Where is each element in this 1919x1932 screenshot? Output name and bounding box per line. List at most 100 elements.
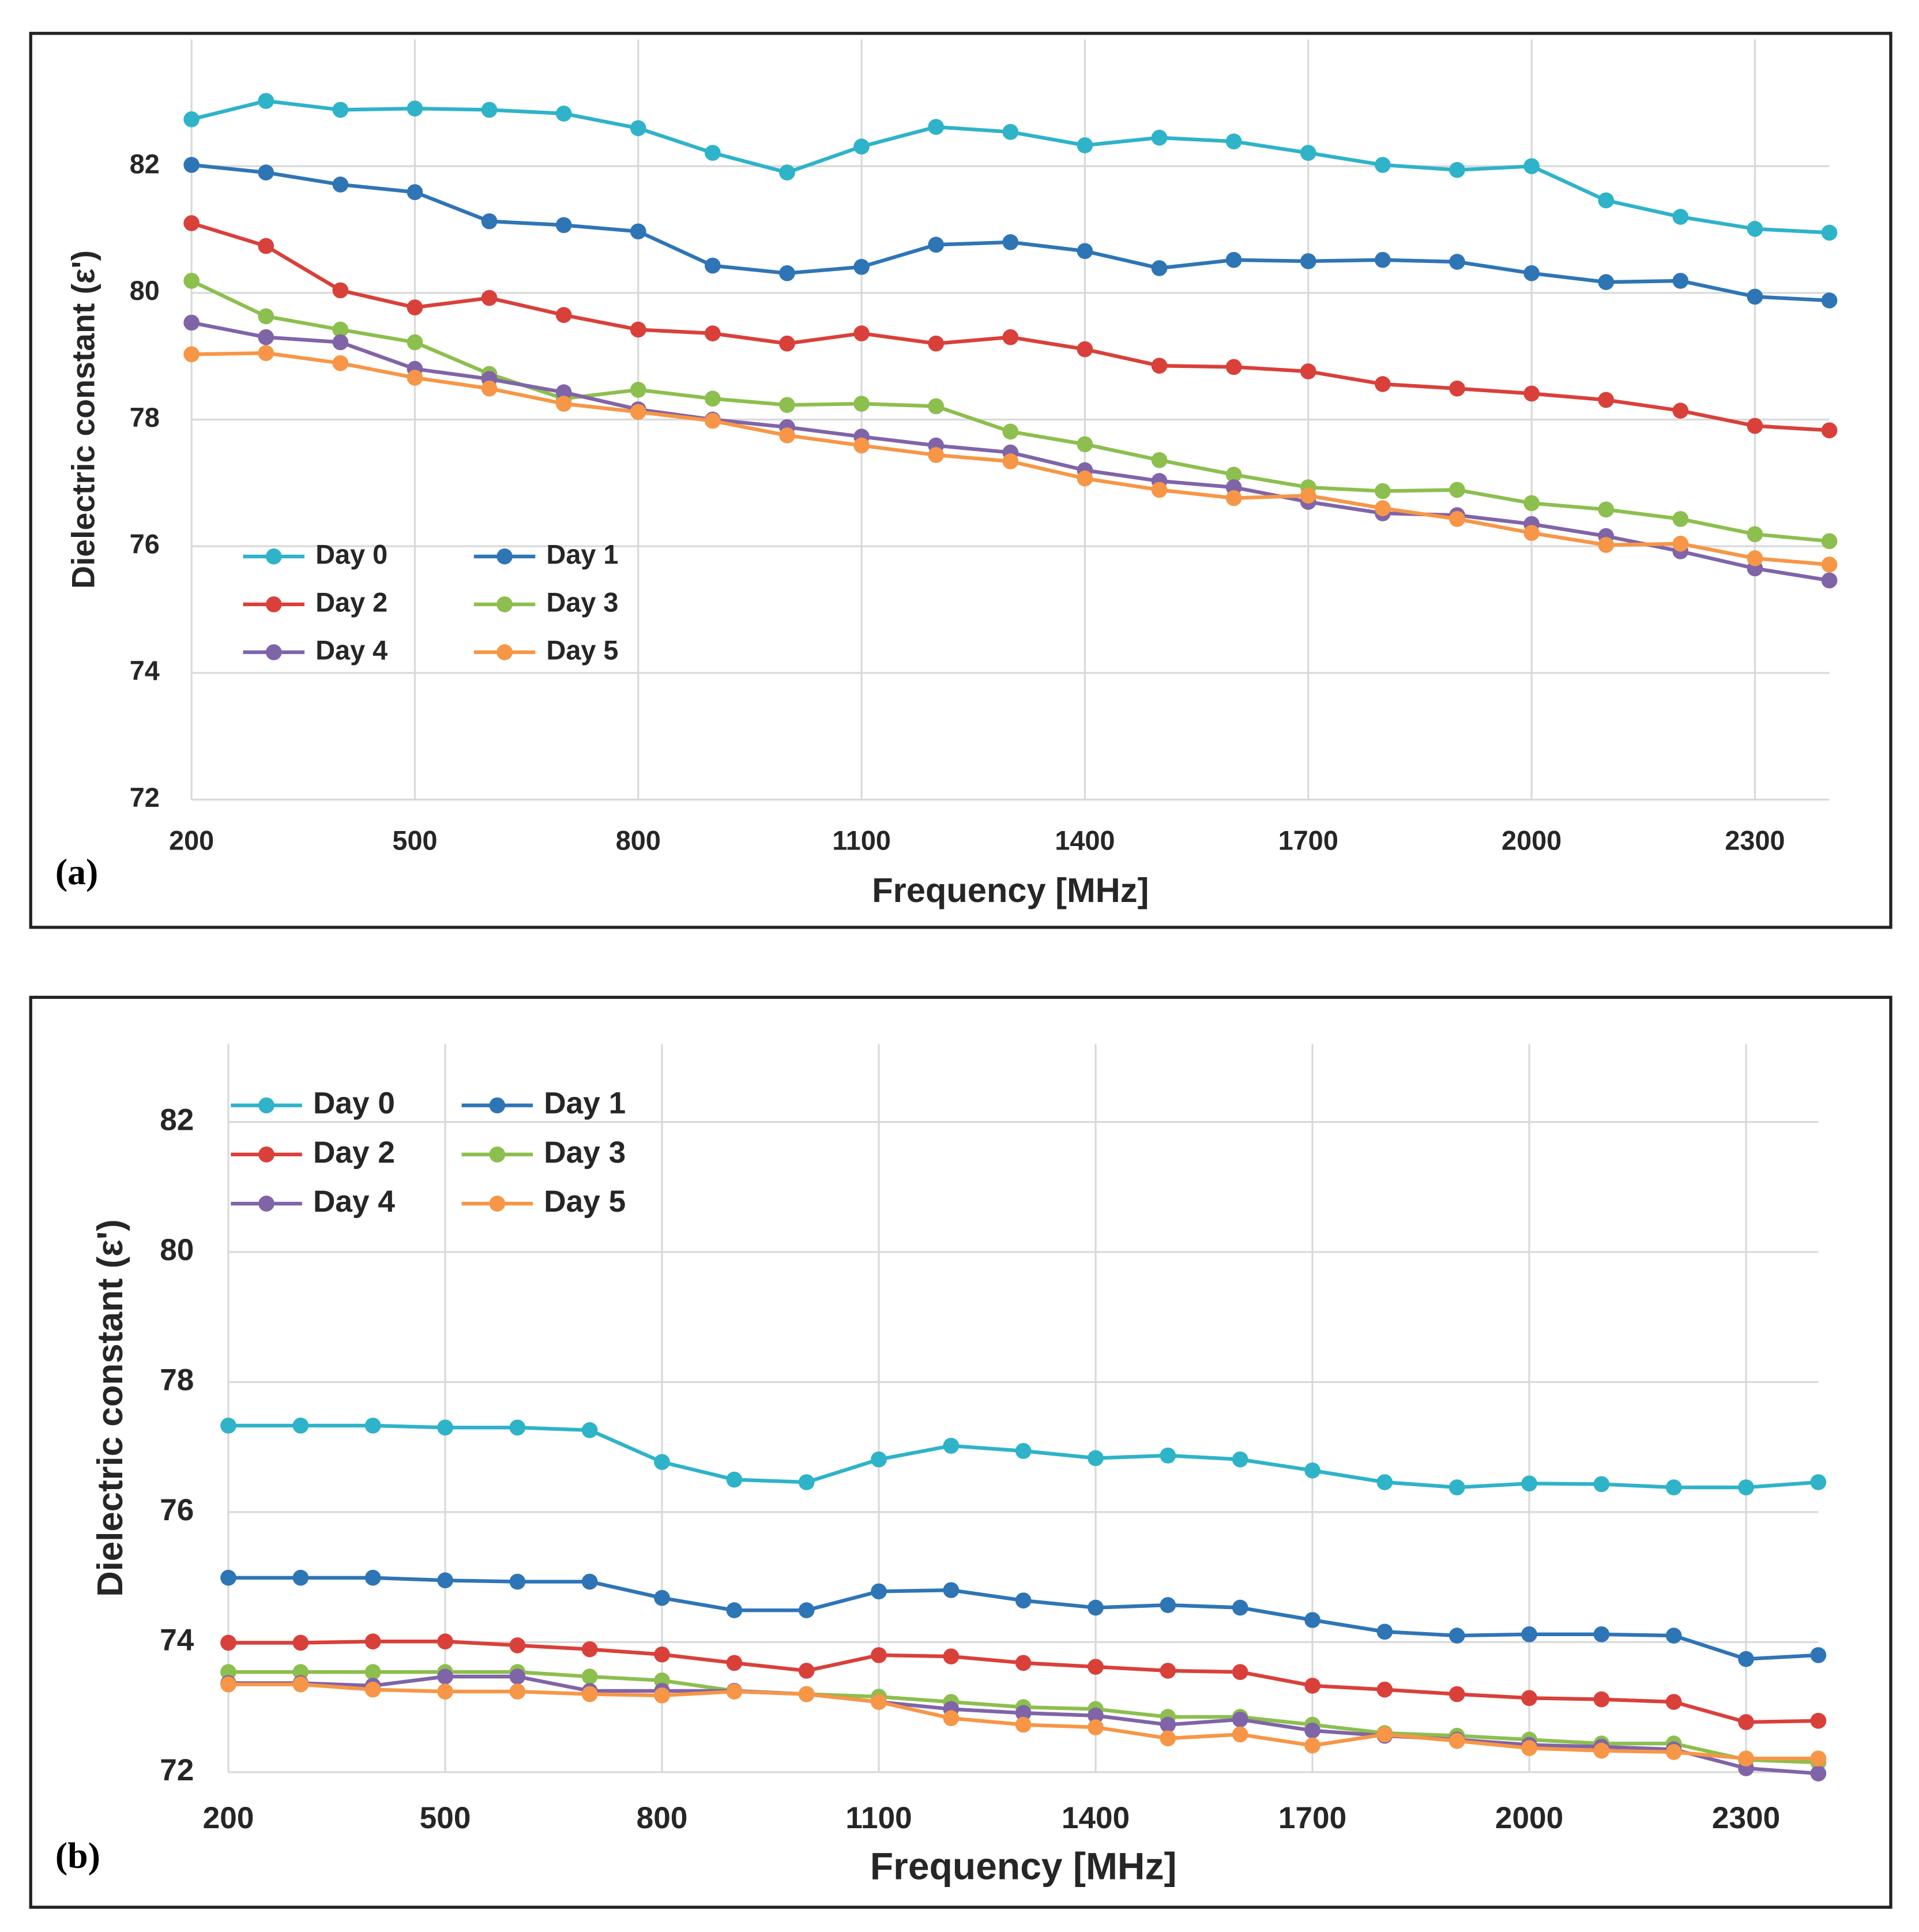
data-point: [437, 1572, 453, 1589]
data-point: [364, 1633, 381, 1650]
y-tick-label: 76: [130, 529, 160, 559]
data-point: [779, 335, 795, 352]
data-point: [1232, 1711, 1248, 1728]
data-point: [1225, 359, 1242, 375]
data-point: [705, 257, 721, 274]
data-point: [332, 282, 349, 299]
data-point: [1738, 1714, 1754, 1730]
data-point: [1665, 1627, 1682, 1644]
data-point: [1015, 1443, 1032, 1459]
legend-label: Day 0: [315, 539, 387, 569]
legend-label: Day 3: [547, 587, 619, 617]
data-point: [258, 308, 274, 325]
data-point: [853, 396, 870, 412]
legend-label: Day 3: [544, 1136, 626, 1170]
data-point: [1375, 500, 1391, 517]
x-axis-title: Frequency [MHz]: [870, 1844, 1177, 1887]
data-point: [1747, 550, 1763, 566]
x-tick-label: 500: [392, 825, 437, 855]
legend-label: Day 2: [315, 587, 387, 617]
panel-border: [29, 32, 1892, 929]
x-tick-label: 800: [637, 1801, 688, 1835]
y-tick-label: 74: [160, 1623, 194, 1657]
data-point: [779, 265, 795, 281]
panel-label: (a): [55, 851, 98, 892]
data-point: [407, 370, 423, 386]
data-point: [1672, 535, 1689, 552]
data-point: [1521, 1690, 1537, 1707]
data-point: [1304, 1678, 1320, 1694]
data-point: [1232, 1599, 1248, 1616]
data-point: [258, 164, 274, 181]
data-point: [581, 1686, 598, 1702]
data-point: [871, 1647, 887, 1663]
data-point: [509, 1637, 526, 1653]
data-point: [183, 111, 200, 127]
data-point: [1810, 1765, 1827, 1781]
data-point: [555, 106, 572, 122]
data-point: [1598, 192, 1615, 209]
data-point: [1232, 1451, 1248, 1468]
data-point: [1002, 124, 1019, 140]
data-point: [705, 412, 721, 429]
data-point: [871, 1451, 887, 1468]
data-point: [779, 164, 795, 181]
data-point: [1810, 1712, 1827, 1729]
data-point: [630, 404, 646, 420]
data-point: [1151, 482, 1168, 498]
data-point: [1304, 1737, 1320, 1754]
data-point: [654, 1646, 670, 1663]
data-point: [853, 325, 870, 341]
data-point: [437, 1668, 453, 1685]
data-point: [332, 102, 349, 118]
data-point: [1160, 1663, 1176, 1679]
x-axis-title: Frequency [MHz]: [872, 871, 1149, 909]
data-point: [509, 1573, 526, 1590]
x-tick-label: 200: [169, 825, 214, 855]
data-point: [581, 1641, 598, 1657]
series-line: [190, 279, 1830, 543]
data-point: [292, 1664, 309, 1681]
data-point: [1077, 341, 1093, 358]
data-point: [1088, 1659, 1104, 1675]
x-tick-label: 1700: [1278, 825, 1338, 855]
data-point: [1523, 525, 1540, 541]
data-point: [654, 1589, 670, 1606]
data-point: [1088, 1707, 1104, 1724]
data-point: [943, 1648, 960, 1665]
data-point: [183, 215, 200, 231]
data-point: [943, 1438, 960, 1454]
data-point: [1672, 209, 1689, 225]
data-point: [407, 299, 423, 315]
data-point: [481, 213, 498, 230]
data-point: [258, 93, 274, 109]
data-point: [1523, 495, 1540, 512]
data-point: [1376, 1681, 1393, 1698]
data-point: [481, 290, 498, 306]
panel-label: (b): [55, 1835, 100, 1876]
legend-marker: [496, 596, 513, 612]
data-point: [943, 1582, 960, 1599]
data-point: [705, 325, 721, 341]
data-point: [928, 119, 945, 135]
data-point: [1375, 483, 1391, 499]
data-point: [1002, 453, 1019, 469]
data-point: [1598, 392, 1615, 408]
data-point: [1593, 1742, 1610, 1759]
data-point: [1376, 1623, 1393, 1640]
data-point: [1300, 253, 1316, 269]
data-point: [1160, 1730, 1176, 1747]
data-point: [1088, 1450, 1104, 1467]
data-point: [1088, 1599, 1104, 1616]
data-point: [1077, 137, 1093, 153]
data-point: [1738, 1651, 1754, 1667]
data-point: [555, 396, 572, 412]
legend-marker: [265, 596, 282, 612]
data-point: [1821, 533, 1838, 550]
data-point: [1015, 1655, 1032, 1671]
data-point: [1151, 358, 1168, 374]
legend-marker: [496, 644, 513, 660]
data-point: [220, 1664, 236, 1681]
data-point: [798, 1663, 815, 1679]
